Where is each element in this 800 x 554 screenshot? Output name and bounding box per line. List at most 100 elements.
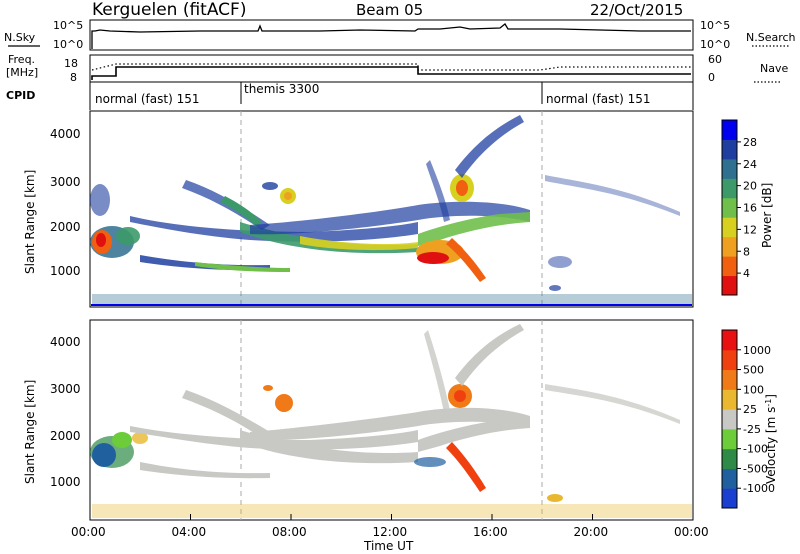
nsky-label: N.Sky <box>4 31 36 44</box>
power-colorbar-tick-label: 28 <box>743 136 757 149</box>
power-echo-band <box>418 212 530 246</box>
freq-panel <box>89 54 694 83</box>
power-colorbar-cell <box>722 120 737 140</box>
nsearch-label: N.Search <box>746 31 796 44</box>
freq-label-line2: [MHz] <box>6 66 38 79</box>
power-echo-band <box>195 262 290 272</box>
velocity-echo-band <box>130 426 418 450</box>
power-colorbar-tick-label: 24 <box>743 158 757 171</box>
velocity-colorbar-tick-label: 25 <box>743 403 757 416</box>
velocity-colorbar-cell <box>722 488 737 509</box>
velocity-colorbar-cell <box>722 369 737 390</box>
freq-label-line1: Freq. <box>8 53 35 66</box>
cpid-segment-3: normal (fast) 151 <box>546 92 650 106</box>
nsky-series-line <box>91 23 691 49</box>
power-echo-layer <box>90 115 692 306</box>
power-echo-patch <box>96 233 106 247</box>
velocity-colorbar-tick-label: 1000 <box>743 344 771 357</box>
power-colorbar-cell <box>722 217 737 238</box>
velocity-colorbar-tick-label: -1000 <box>743 482 775 495</box>
velocity-ytick-2000: 2000 <box>50 429 81 443</box>
power-echo-patch <box>417 252 449 264</box>
velocity-echo-band <box>250 407 530 441</box>
power-echo-band <box>446 238 486 282</box>
power-echo-patch <box>456 180 468 196</box>
power-colorbar-label: Power [dB] <box>760 183 774 248</box>
velocity-xtick-label: 12:00 <box>373 525 408 539</box>
velocity-echo-patch <box>112 432 132 448</box>
velocity-echo-patch <box>454 390 466 402</box>
nsky-tick-top: 10^5 <box>53 19 83 32</box>
velocity-colorbar: 1000 500 100 25 -25 -100 -500 -1000 Velocity [m… <box>721 329 778 509</box>
freq-tick-bottom: 8 <box>70 71 77 84</box>
power-echo-band <box>426 160 450 222</box>
velocity-xtick-label: 20:00 <box>574 525 609 539</box>
velocity-xtick-label: 04:00 <box>172 525 207 539</box>
velocity-colorbar-cell <box>722 349 737 371</box>
power-colorbar-cell <box>722 139 737 160</box>
velocity-echo-patch <box>132 432 148 444</box>
power-echo-patch <box>548 256 572 268</box>
power-echo-band <box>250 201 530 235</box>
nave-series-line <box>91 63 691 71</box>
velocity-xtick-label: 00:00 <box>71 525 106 539</box>
nsky-panel <box>89 19 694 51</box>
beam-title: Beam 05 <box>356 1 423 19</box>
power-echo-patch <box>116 227 140 245</box>
velocity-colorbar-cell <box>722 409 737 430</box>
velocity-xlabel: Time UT <box>363 539 414 553</box>
power-echo-patch <box>549 285 561 291</box>
cpid-label: CPID <box>6 89 35 102</box>
power-ytick-3000: 3000 <box>50 175 81 189</box>
power-echo-band <box>130 216 418 242</box>
power-echo-band <box>455 115 524 178</box>
velocity-colorbar-tick-label: -100 <box>743 443 768 456</box>
cpid-segment-2: themis 3300 <box>244 82 319 96</box>
velocity-colorbar-tick-label: -500 <box>743 462 768 475</box>
power-ytick-4000: 4000 <box>50 127 81 141</box>
velocity-echo-band <box>140 462 270 479</box>
velocity-echo-patch <box>263 385 273 391</box>
velocity-ground-clutter <box>92 504 692 518</box>
velocity-xtick-label: 00:00 <box>674 525 709 539</box>
power-colorbar: 28 24 20 16 12 8 4 Power [dB] <box>721 119 774 296</box>
power-ground-clutter <box>92 294 692 304</box>
velocity-echo-band <box>418 418 530 452</box>
freq-series-line <box>91 66 691 80</box>
nsearch-tick-bottom: 10^0 <box>700 38 730 51</box>
power-colorbar-cell <box>722 256 737 277</box>
power-colorbar-cell <box>722 197 737 218</box>
power-ylabel: Slant Range [km] <box>23 170 37 274</box>
power-colorbar-cell <box>722 275 737 296</box>
velocity-colorbar-cell <box>722 330 737 351</box>
power-colorbar-tick-label: 4 <box>743 267 750 280</box>
velocity-echo-patch <box>275 394 293 412</box>
nave-label: Nave <box>760 62 788 75</box>
date-title: 22/Oct/2015 <box>590 1 683 19</box>
velocity-colorbar-cell <box>722 448 737 469</box>
velocity-xtick-label: 08:00 <box>272 525 307 539</box>
velocity-echo-layer <box>90 324 692 518</box>
power-colorbar-tick-label: 8 <box>743 245 750 258</box>
nave-tick-top: 60 <box>708 53 722 66</box>
velocity-echo-band <box>182 390 270 438</box>
freq-tick-top: 18 <box>64 57 78 70</box>
velocity-echo-band <box>424 330 452 422</box>
nave-tick-bottom: 0 <box>708 71 715 84</box>
velocity-colorbar-tick-label: 100 <box>743 383 764 396</box>
power-colorbar-tick-label: 12 <box>743 223 757 236</box>
power-ytick-1000: 1000 <box>50 264 81 278</box>
velocity-echo-patch <box>414 457 446 467</box>
nsky-tick-bottom: 10^0 <box>53 38 83 51</box>
power-echo-patch <box>284 192 292 200</box>
velocity-ytick-1000: 1000 <box>50 475 81 489</box>
velocity-colorbar-frame <box>721 329 738 509</box>
velocity-ylabel: Slant Range [km] <box>23 380 37 484</box>
velocity-colorbar-cell <box>722 428 737 450</box>
velocity-echo-band <box>240 430 418 464</box>
power-ytick-2000: 2000 <box>50 220 81 234</box>
velocity-colorbar-cell <box>722 389 737 410</box>
power-echo-patch <box>90 184 110 216</box>
nsearch-tick-top: 10^5 <box>700 19 730 32</box>
